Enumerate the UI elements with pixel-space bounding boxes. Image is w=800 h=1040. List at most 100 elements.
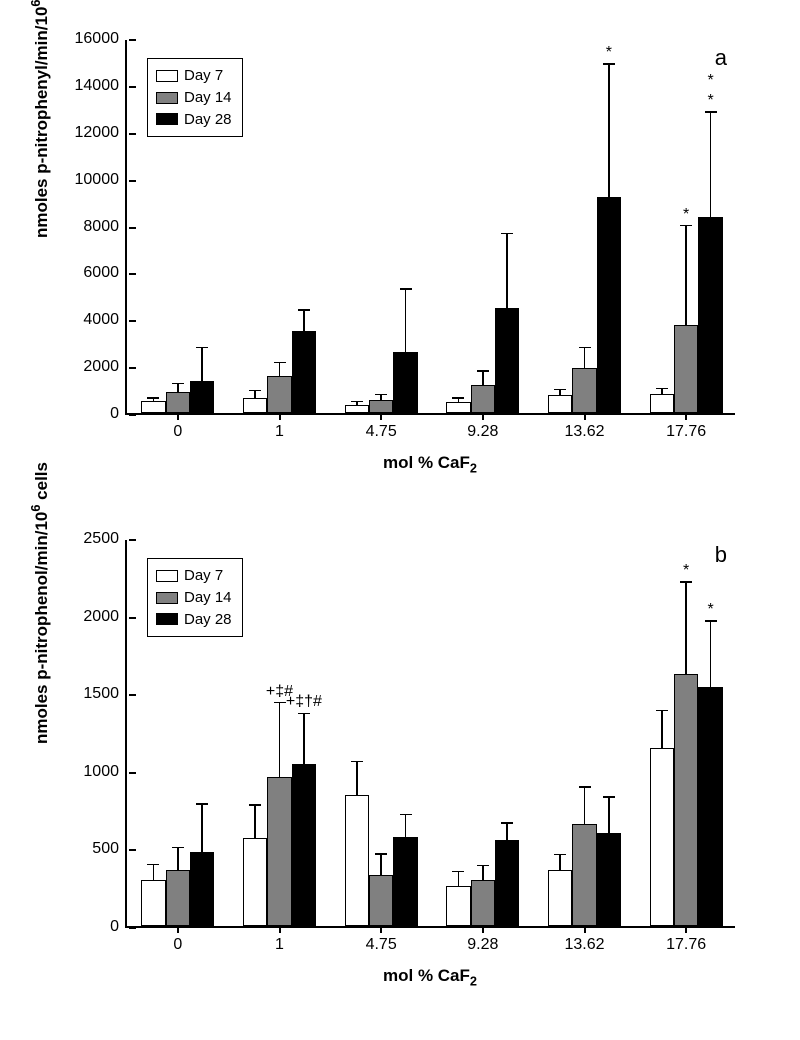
bar [141, 401, 165, 413]
y-tick: 6000 [83, 264, 127, 282]
error-cap [351, 401, 363, 403]
legend-label: Day 7 [184, 65, 223, 87]
legend: Day 7Day 14Day 28 [147, 58, 243, 137]
legend-label: Day 14 [184, 587, 232, 609]
error-bar [482, 371, 484, 385]
bar [572, 824, 596, 926]
error-cap [452, 397, 464, 399]
error-bar [201, 347, 203, 381]
y-axis-label: nmoles p-nitrophenyl/min/106 cells [28, 218, 52, 238]
y-tick: 12000 [75, 124, 128, 142]
bar [292, 764, 316, 926]
error-cap [249, 804, 261, 806]
error-cap [147, 397, 159, 399]
error-bar [685, 226, 687, 326]
y-tick: 16000 [75, 30, 128, 48]
bar [345, 795, 369, 926]
error-cap [603, 63, 615, 65]
legend-label: Day 28 [184, 109, 232, 131]
legend-swatch [156, 92, 178, 104]
error-bar [584, 787, 586, 824]
error-cap [603, 796, 615, 798]
bar [698, 217, 722, 413]
bar [548, 870, 572, 926]
legend-swatch [156, 592, 178, 604]
bar [345, 405, 369, 413]
y-tick: 8000 [83, 218, 127, 236]
bar [698, 687, 722, 926]
error-bar [254, 805, 256, 838]
figure: 0200040006000800010000120001400016000014… [0, 0, 800, 1040]
error-cap [705, 111, 717, 113]
y-tick: 14000 [75, 77, 128, 95]
plot-area: 0500100015002000250001+‡#+‡†#4.759.2813.… [125, 540, 735, 928]
error-bar [380, 854, 382, 875]
significance-marker: * [707, 601, 713, 619]
error-bar [559, 855, 561, 871]
bar [446, 886, 470, 926]
legend-item: Day 7 [156, 65, 232, 87]
significance-marker: * [683, 206, 689, 224]
legend-swatch [156, 570, 178, 582]
error-cap [477, 370, 489, 372]
y-tick: 4000 [83, 311, 127, 329]
error-cap [172, 847, 184, 849]
bar [471, 880, 495, 926]
error-bar [303, 713, 305, 763]
error-bar [279, 363, 281, 376]
error-bar [254, 391, 256, 398]
panel-b: 0500100015002000250001+‡#+‡†#4.759.2813.… [0, 530, 800, 1020]
error-bar [380, 394, 382, 400]
plot-area: 0200040006000800010000120001400016000014… [125, 40, 735, 415]
bar [495, 840, 519, 926]
error-cap [375, 853, 387, 855]
bar [141, 880, 165, 926]
error-cap [452, 871, 464, 873]
error-cap [680, 225, 692, 227]
bar [166, 870, 190, 926]
y-tick: 0 [110, 918, 127, 936]
error-bar [506, 234, 508, 308]
error-bar [559, 390, 561, 396]
x-axis-label: mol % CaF2 [383, 453, 477, 475]
legend-label: Day 28 [184, 609, 232, 631]
bar [495, 308, 519, 413]
error-cap [579, 347, 591, 349]
bar [674, 674, 698, 926]
x-tick-mark [380, 413, 382, 420]
significance-marker: +‡†# [286, 693, 322, 711]
significance-marker: * [707, 72, 713, 90]
legend-swatch [156, 113, 178, 125]
bar [190, 381, 214, 413]
bar [190, 852, 214, 926]
error-cap [351, 761, 363, 763]
error-cap [400, 288, 412, 290]
error-bar [279, 703, 281, 777]
error-bar [685, 582, 687, 674]
bar [650, 394, 674, 413]
bar [572, 368, 596, 413]
error-cap [579, 786, 591, 788]
bar [650, 748, 674, 926]
error-cap [656, 710, 668, 712]
bar [597, 833, 621, 926]
bar [369, 400, 393, 413]
legend-label: Day 7 [184, 565, 223, 587]
x-tick-mark [279, 926, 281, 933]
x-tick-mark [685, 413, 687, 420]
y-tick: 2000 [83, 608, 127, 626]
error-cap [249, 390, 261, 392]
bar [243, 838, 267, 926]
legend-item: Day 7 [156, 565, 232, 587]
significance-marker: * [707, 92, 713, 110]
y-tick: 2000 [83, 358, 127, 376]
x-tick-mark [177, 413, 179, 420]
y-tick: 1000 [83, 763, 127, 781]
error-cap [172, 383, 184, 385]
x-tick-mark [177, 926, 179, 933]
error-cap [375, 394, 387, 396]
x-tick-mark [279, 413, 281, 420]
panel-label: a [715, 45, 727, 71]
bar [548, 395, 572, 413]
error-cap [400, 814, 412, 816]
